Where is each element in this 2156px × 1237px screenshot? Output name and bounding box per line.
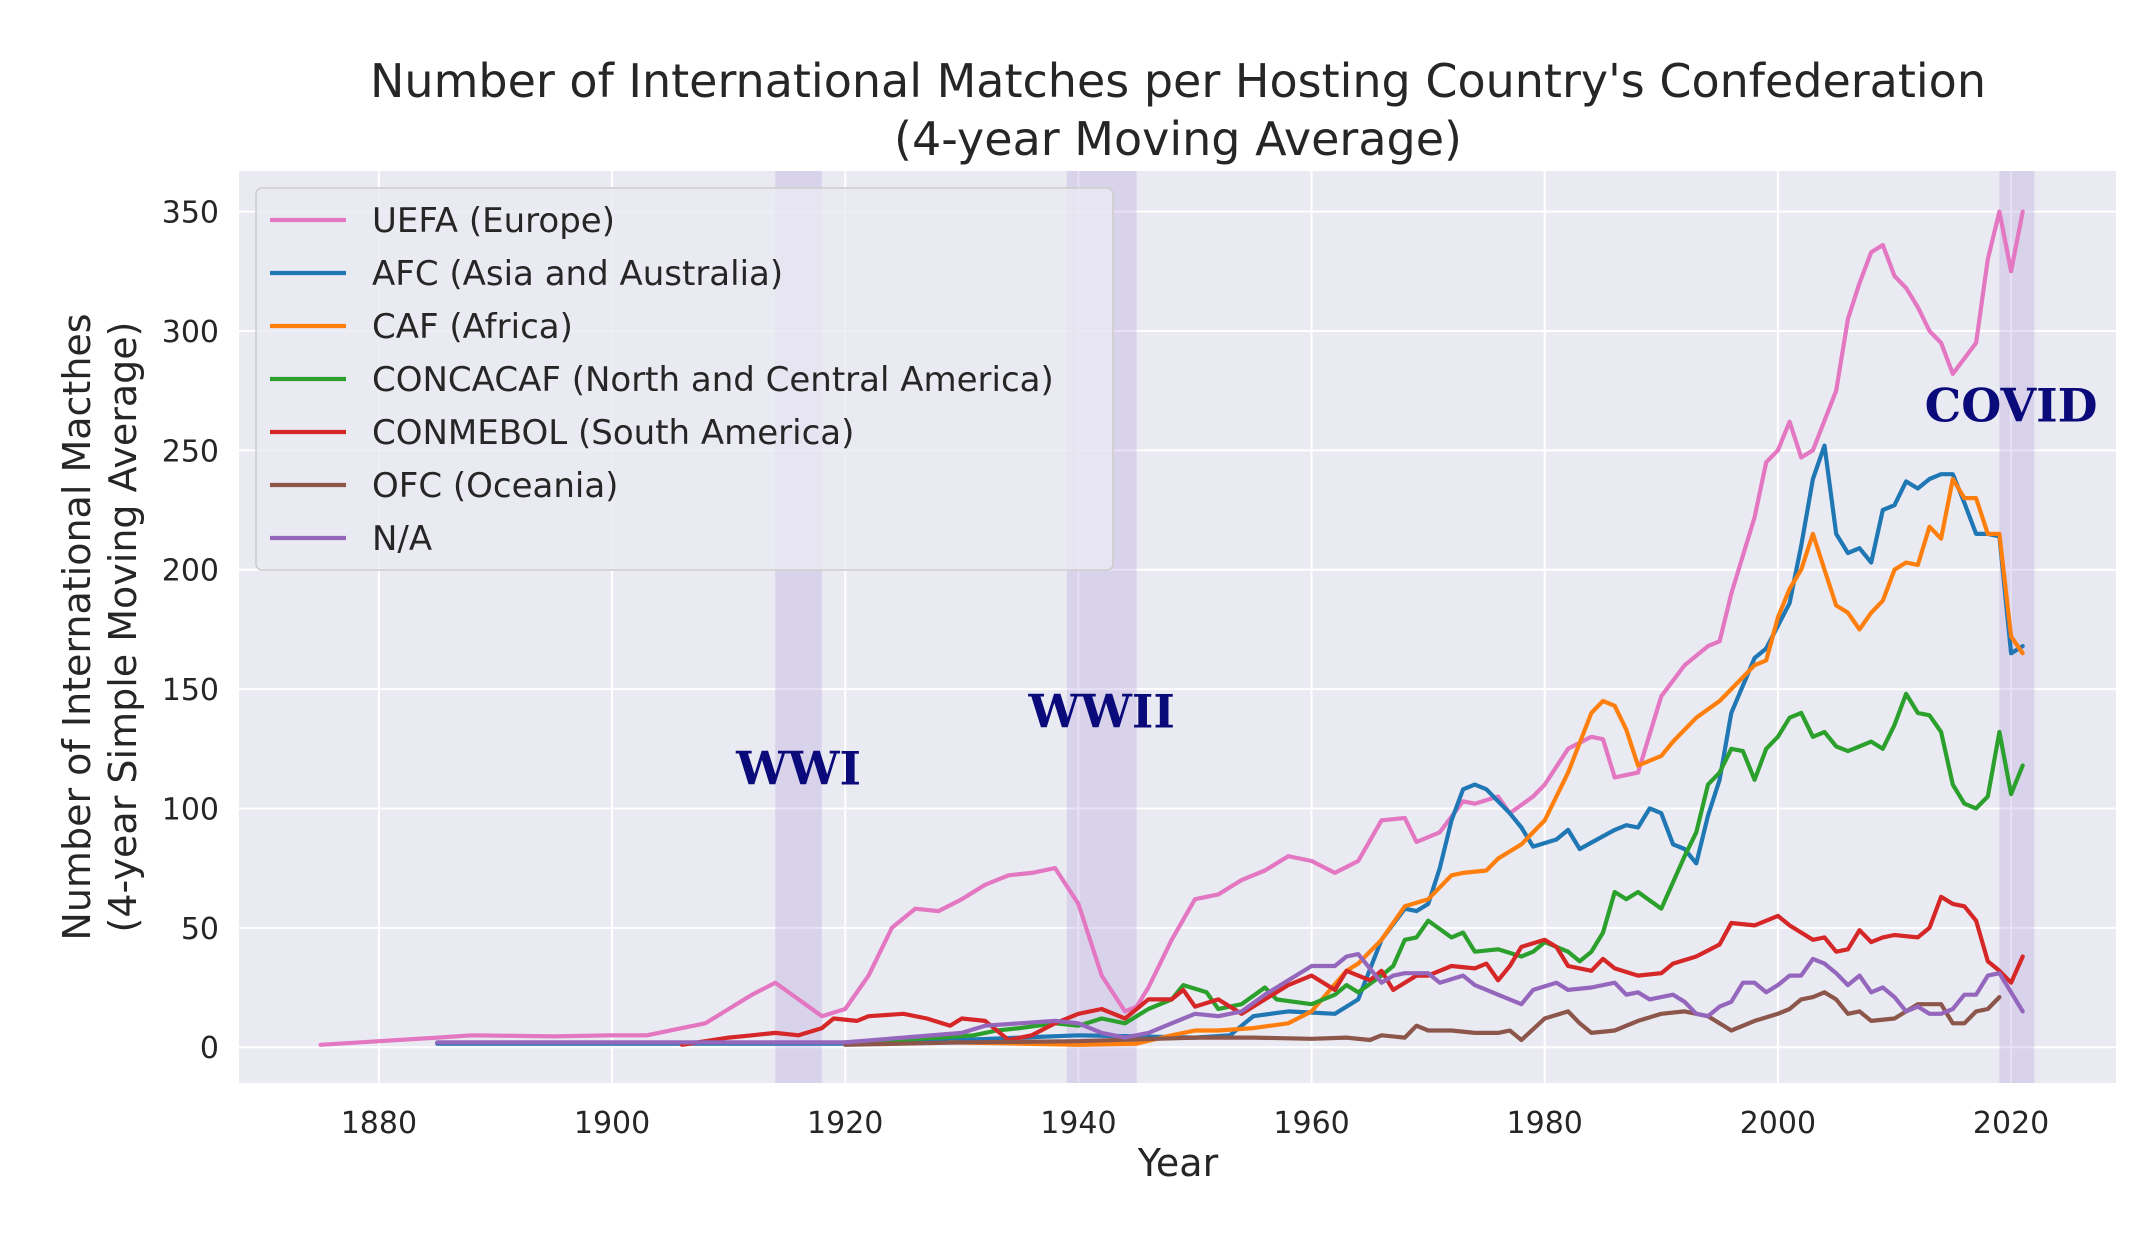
x-tick-label: 1960 — [1273, 1106, 1349, 1141]
y-tick-label: 0 — [200, 1031, 219, 1066]
legend-label: OFC (Oceania) — [372, 466, 618, 506]
x-tick-label: 1980 — [1507, 1106, 1583, 1141]
legend: UEFA (Europe) AFC (Asia and Australia) CAF… — [255, 187, 1114, 571]
series-line-0 — [318, 209, 2025, 1047]
legend-label: UEFA (Europe) — [372, 201, 615, 241]
y-tick-label: 150 — [162, 673, 219, 708]
y-tick-label: 100 — [162, 792, 219, 827]
x-tick-label: 2000 — [1740, 1106, 1816, 1141]
legend-label: CONCACAF (North and Central America) — [372, 360, 1054, 400]
legend-box — [255, 187, 1114, 571]
chart-subtitle: (4-year Moving Average) — [894, 112, 1462, 166]
y-axis-label-line2: (4-year Simple Moving Average) — [101, 322, 145, 933]
series-line-5 — [843, 990, 2002, 1047]
y-tick-label: 300 — [162, 315, 219, 350]
series-line-2 — [948, 476, 2025, 1047]
x-tick-label: 1940 — [1040, 1106, 1116, 1141]
annotation-covid: COVID — [1925, 379, 2098, 433]
x-tick-label: 2020 — [1973, 1106, 2049, 1141]
y-tick-label: 250 — [162, 434, 219, 469]
legend-label: N/A — [372, 519, 432, 559]
series-line-4 — [679, 894, 2025, 1047]
y-tick-label: 50 — [181, 912, 219, 947]
annotation-wwii: WWII — [1028, 684, 1175, 738]
x-axis-ticks: 1880 1900 1920 1940 1960 1980 2000 2020 — [341, 1106, 2050, 1141]
series-line-1 — [435, 443, 2025, 1046]
y-tick-label: 200 — [162, 554, 219, 589]
chart-title: Number of International Matches per Host… — [370, 54, 1986, 108]
legend-label: AFC (Asia and Australia) — [372, 254, 783, 294]
x-tick-label: 1880 — [341, 1106, 417, 1141]
series-line-3 — [843, 691, 2025, 1045]
x-axis-label: Year — [1137, 1141, 1219, 1185]
series-lines — [318, 209, 2025, 1047]
x-tick-label: 1920 — [807, 1106, 883, 1141]
x-tick-label: 1900 — [574, 1106, 650, 1141]
series-line-6 — [435, 952, 2025, 1045]
annotation-wwi: WWI — [735, 742, 861, 796]
y-tick-label: 350 — [162, 196, 219, 231]
y-axis-ticks: 0 50 100 150 200 250 300 350 — [162, 196, 219, 1067]
band-covid — [1999, 171, 2035, 1083]
legend-label: CAF (Africa) — [372, 307, 573, 347]
y-axis-label: Number of International Macthes — [55, 313, 99, 940]
legend-label: CONMEBOL (South America) — [372, 413, 854, 453]
annotations: WWI WWII COVID — [735, 379, 2097, 796]
